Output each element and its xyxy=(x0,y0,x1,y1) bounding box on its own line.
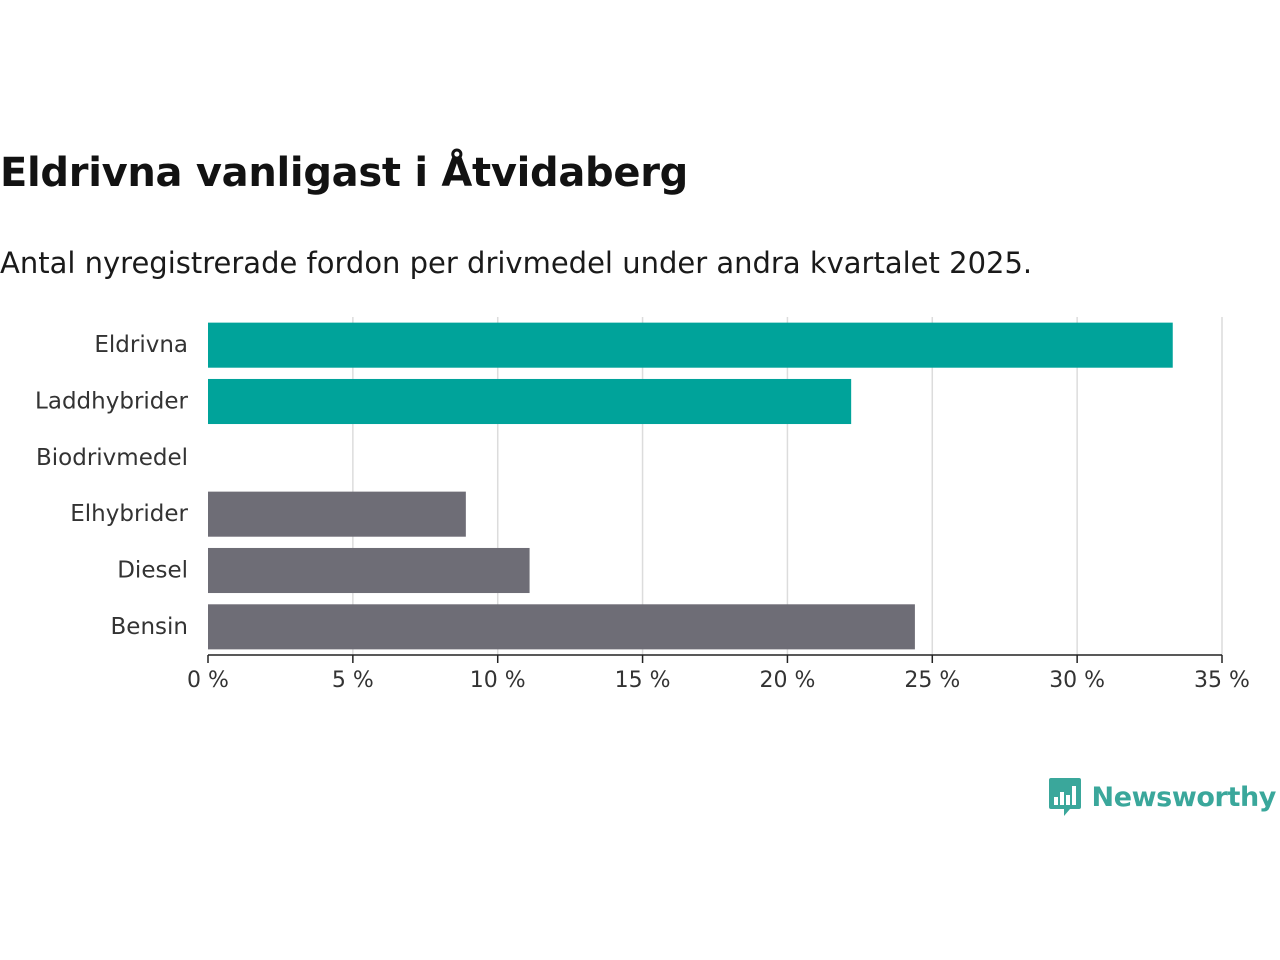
x-tick-label: 25 % xyxy=(904,668,960,693)
x-tick-label: 5 % xyxy=(332,668,374,693)
category-label: Laddhybrider xyxy=(35,389,188,415)
chart-title: Eldrivna vanligast i Åtvidaberg xyxy=(0,150,688,196)
bar-chart: Eldrivna Laddhybrider Biodrivmedel Elhybrid… xyxy=(35,317,1250,693)
newsworthy-logo-text: Newsworthy xyxy=(1091,781,1277,813)
x-tick-label: 0 % xyxy=(187,668,229,693)
category-label: Biodrivmedel xyxy=(36,445,188,471)
chart-subtitle: Antal nyregistrerade fordon per drivmede… xyxy=(0,246,1033,280)
bar-laddhybrider xyxy=(208,378,852,425)
x-tick-label: 15 % xyxy=(615,668,671,693)
bar-diesel xyxy=(208,547,530,594)
x-tick-label: 20 % xyxy=(759,668,815,693)
bar-eldrivna xyxy=(208,322,1173,368)
newsworthy-logo-icon xyxy=(1048,778,1081,816)
newsworthy-logo: Newsworthy xyxy=(1048,776,1276,818)
x-tick-label: 30 % xyxy=(1049,668,1105,693)
bar-elhybrider xyxy=(208,491,466,537)
category-label: Eldrivna xyxy=(94,332,188,358)
category-label: Bensin xyxy=(111,614,188,640)
category-label: Elhybrider xyxy=(70,501,188,527)
category-label: Diesel xyxy=(117,558,188,584)
x-tick-label: 10 % xyxy=(470,668,526,693)
bar-bensin xyxy=(208,604,915,650)
x-tick-label: 35 % xyxy=(1194,668,1250,693)
